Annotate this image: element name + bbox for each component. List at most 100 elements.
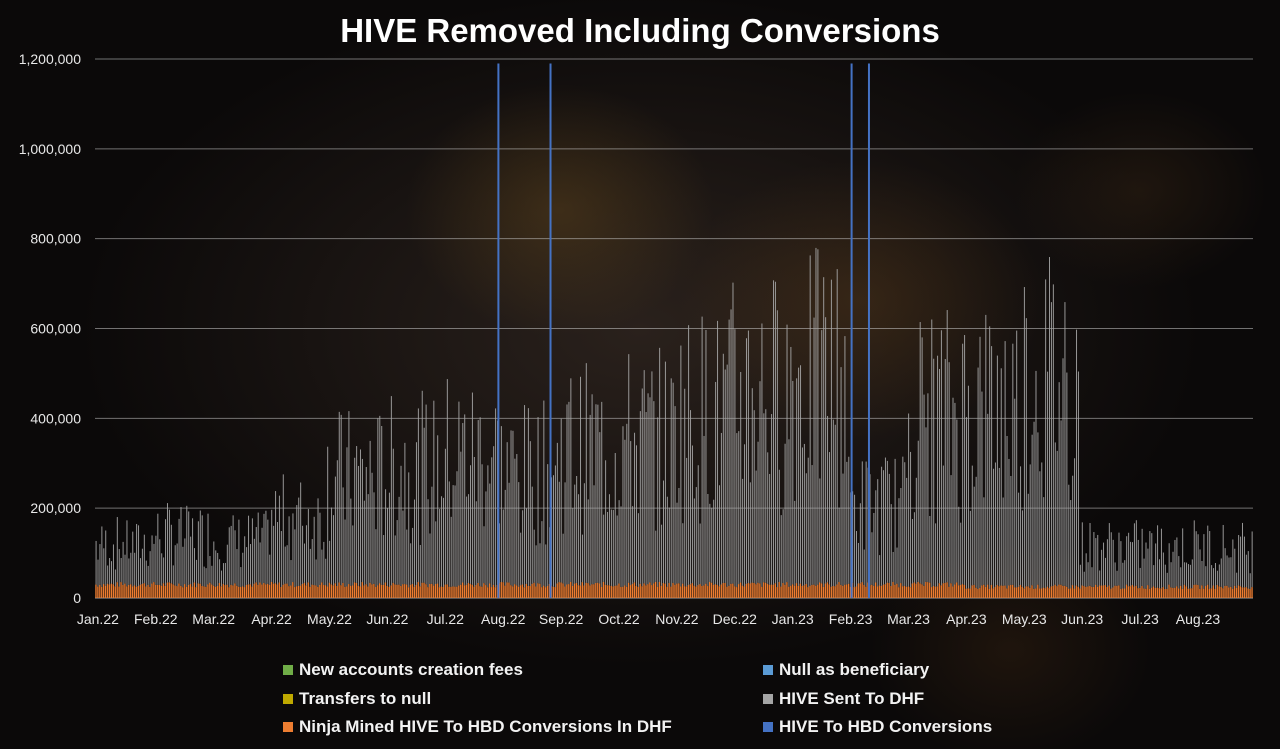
bar-dhf (363, 500, 365, 586)
bar-ninja-conversion (1141, 585, 1143, 598)
bar-ninja-conversion (743, 586, 746, 598)
bar-dhf (323, 541, 325, 586)
bar-dhf (817, 249, 819, 585)
bar-hbd-conversion-spike (867, 63, 870, 599)
bar-ninja-conversion (407, 587, 410, 598)
bar-ninja-conversion (807, 587, 809, 598)
bar-ninja-conversion (1191, 588, 1193, 598)
bar-dhf (576, 475, 578, 583)
bar-dhf (574, 484, 576, 584)
bar-dhf (695, 487, 697, 587)
bar-dhf (1178, 556, 1180, 589)
bar-dhf (786, 324, 788, 583)
bar-ninja-conversion (1077, 586, 1080, 598)
bar-ninja-conversion (172, 584, 174, 598)
bar-ninja-conversion (776, 587, 778, 598)
bar-dhf (1170, 562, 1172, 588)
bar-ninja-conversion (394, 584, 396, 598)
bar-ninja-conversion (1023, 588, 1025, 598)
bar-ninja-conversion (307, 582, 309, 598)
bar-ninja-conversion (595, 582, 597, 598)
bar-dhf (248, 515, 250, 585)
bar-ninja-conversion (1083, 586, 1085, 598)
bar-dhf (356, 446, 358, 583)
bar-ninja-conversion (591, 584, 593, 598)
bar-ninja-conversion (527, 585, 529, 598)
bar-dhf (769, 473, 771, 585)
bar-ninja-conversion (213, 585, 215, 598)
bar-dhf (278, 495, 280, 583)
bar-dhf (313, 516, 315, 586)
bar-ninja-conversion (938, 583, 941, 598)
bar-ninja-conversion (506, 582, 508, 598)
bar-ninja-conversion (489, 583, 491, 598)
bar-dhf (562, 533, 564, 584)
bar-ninja-conversion (728, 585, 730, 598)
y-tick-label: 1,000,000 (19, 141, 81, 157)
bar-dhf (1130, 541, 1132, 587)
bar-dhf (747, 330, 749, 584)
bar-ninja-conversion (1235, 587, 1238, 598)
bar-ninja-conversion (747, 583, 749, 598)
bar-ninja-conversion (1228, 587, 1230, 598)
bar-dhf (1164, 564, 1166, 589)
bar-dhf (149, 551, 151, 587)
bar-dhf (740, 371, 742, 583)
bar-dhf (441, 496, 443, 587)
bar-ninja-conversion (315, 585, 317, 598)
bar-ninja-conversion (778, 581, 780, 598)
bar-ninja-conversion (1048, 588, 1051, 598)
bar-dhf (572, 508, 574, 586)
bar-dhf (871, 532, 873, 585)
bar-ninja-conversion (1073, 588, 1076, 598)
bar-ninja-conversion (753, 582, 755, 598)
bar-dhf (898, 498, 900, 588)
bar-dhf (1149, 531, 1151, 589)
bar-ninja-conversion (1002, 585, 1004, 598)
bar-dhf (805, 473, 807, 584)
bar-ninja-conversion (571, 585, 574, 598)
bar-dhf (219, 559, 221, 583)
bar-ninja-conversion (512, 586, 514, 598)
bar-dhf (477, 420, 479, 584)
bar-ninja-conversion (1156, 587, 1159, 598)
bar-dhf (199, 510, 201, 584)
bar-ninja-conversion (763, 582, 765, 598)
bar-dhf (226, 544, 228, 585)
bar-dhf (188, 511, 190, 585)
bar-ninja-conversion (332, 585, 335, 598)
bar-ninja-conversion (1015, 587, 1018, 598)
bar-dhf (1131, 542, 1133, 585)
bar-ninja-conversion (245, 584, 248, 598)
bar-dhf (267, 519, 269, 584)
bar-dhf (877, 479, 879, 587)
bar-dhf (840, 367, 842, 585)
bar-dhf (359, 449, 361, 587)
bar-ninja-conversion (126, 586, 128, 598)
bar-dhf (664, 361, 666, 584)
bar-ninja-conversion (265, 584, 267, 598)
bar-dhf (1091, 567, 1093, 587)
bar-ninja-conversion (853, 587, 856, 598)
bar-ninja-conversion (1195, 584, 1197, 598)
bar-dhf (996, 355, 998, 586)
bar-ninja-conversion (956, 582, 958, 598)
bar-dhf (1214, 562, 1216, 589)
bar-dhf (338, 411, 340, 583)
bar-ninja-conversion (631, 583, 634, 598)
bar-dhf (703, 435, 705, 586)
bar-dhf (649, 397, 651, 583)
bar-ninja-conversion (421, 582, 423, 598)
bar-ninja-conversion (925, 581, 927, 598)
bar-ninja-conversion (714, 584, 717, 598)
bar-ninja-conversion (431, 583, 433, 598)
bar-ninja-conversion (564, 586, 566, 598)
bar-ninja-conversion (961, 584, 964, 598)
bar-ninja-conversion (404, 584, 406, 598)
bar-dhf (767, 452, 769, 584)
bar-ninja-conversion (510, 585, 512, 598)
bar-ninja-conversion (377, 585, 379, 598)
bar-ninja-conversion (614, 585, 616, 598)
bar-dhf (230, 525, 232, 585)
bar-ninja-conversion (593, 584, 595, 598)
